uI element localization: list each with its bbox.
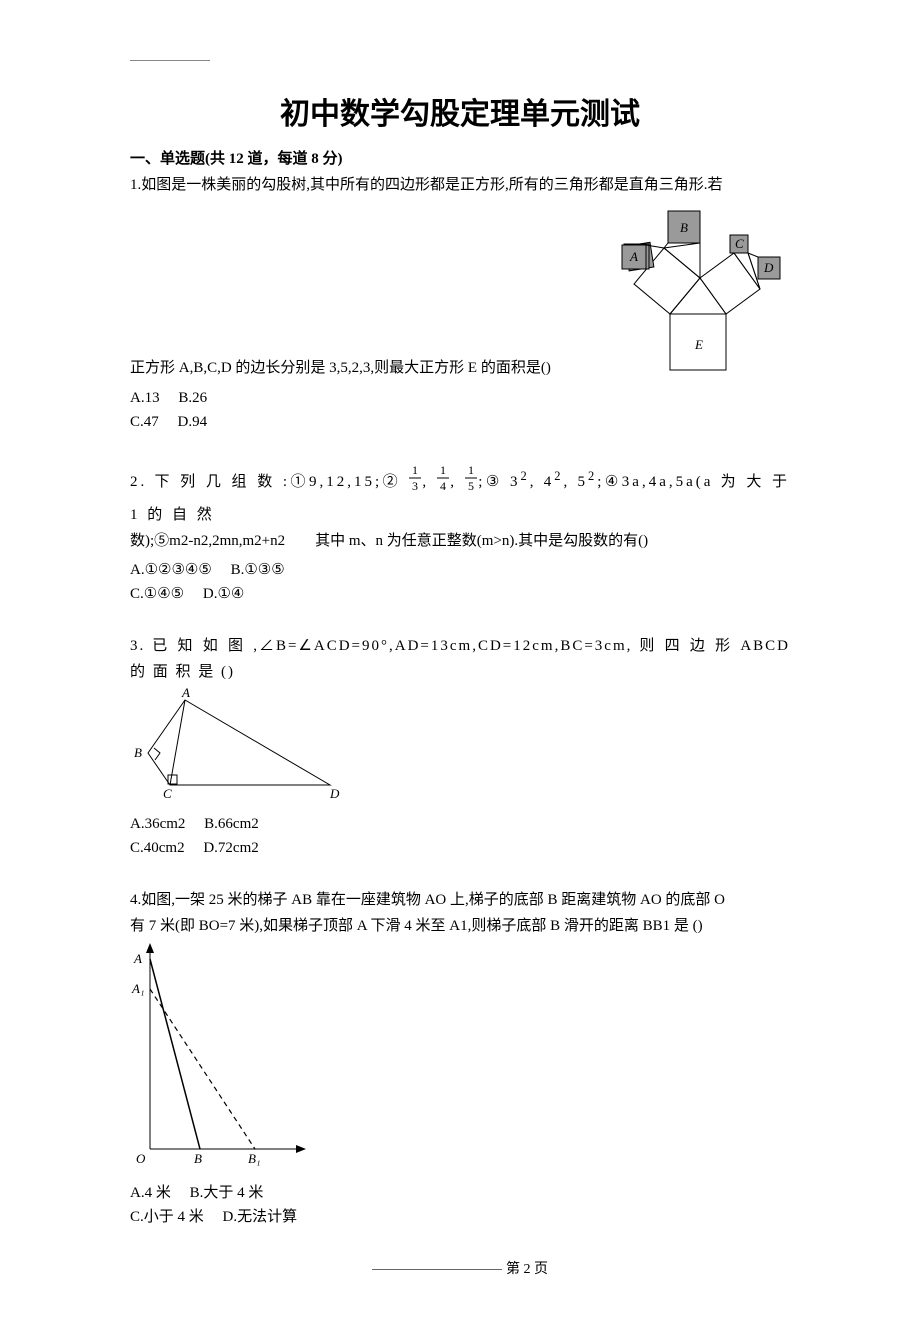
svg-text:1: 1 xyxy=(412,463,421,477)
q1-label-A: A xyxy=(629,249,638,264)
q2-mid-a: ;③ xyxy=(478,474,503,490)
q2-options: A.①②③④⑤ B.①③⑤ C.①④⑤ D.①④ xyxy=(130,558,790,606)
q3-label-A: A xyxy=(181,685,190,700)
q3-label-C: C xyxy=(163,786,172,800)
q4-label-B1: B₁ xyxy=(248,1151,260,1166)
q4-diagram: A A₁ O B B₁ xyxy=(130,939,790,1177)
q4-optD: D.无法计算 xyxy=(223,1209,298,1225)
q4-text-b: 有 7 米(即 BO=7 米),如果梯子顶部 A 下滑 4 米至 A1,则梯子底… xyxy=(130,914,790,940)
q4-optA: A.4 米 xyxy=(130,1185,171,1201)
q3-label-B: B xyxy=(134,745,142,760)
q4-label-A: A xyxy=(133,951,142,966)
q1-label-C: C xyxy=(735,236,744,251)
svg-text:1: 1 xyxy=(440,463,449,477)
svg-text:4: 4 xyxy=(440,479,449,493)
q1-optB: B.26 xyxy=(178,390,207,406)
q1-options: A.13 B.26 C.47 D.94 xyxy=(130,386,790,434)
q3-label-D: D xyxy=(329,786,340,800)
q1-label-D: D xyxy=(763,260,774,275)
svg-text:1: 1 xyxy=(468,463,477,477)
q3-optC: C.40cm2 xyxy=(130,840,185,856)
top-rule xyxy=(130,60,210,61)
q2-pow3: 52 xyxy=(577,474,597,490)
q1-diagram: E A B xyxy=(610,199,790,382)
q3-optB: B.66cm2 xyxy=(204,816,259,832)
q2-line2: 数);⑤m2-n2,2mn,m2+n2 其中 m、n 为任意正整数(m>n).其… xyxy=(130,529,790,555)
q4-optB: B.大于 4 米 xyxy=(190,1185,264,1201)
page-title: 初中数学勾股定理单元测试 xyxy=(130,91,790,139)
q1-label-B: B xyxy=(680,220,688,235)
section-header: 一、单选题(共 12 道，每道 8 分) xyxy=(130,147,790,171)
q1-text-a: 1.如图是一株美丽的勾股树,其中所有的四边形都是正方形,所有的三角形都是直角三角… xyxy=(130,173,790,199)
question-3: 3. 已 知 如 图 ,∠B=∠ACD=90°,AD=13cm,CD=12cm,… xyxy=(130,634,790,860)
q2-pow2: 42 xyxy=(544,474,564,490)
q3-text: 3. 已 知 如 图 ,∠B=∠ACD=90°,AD=13cm,CD=12cm,… xyxy=(130,634,790,685)
q1-optD: D.94 xyxy=(178,414,208,430)
question-4: 4.如图,一架 25 米的梯子 AB 靠在一座建筑物 AO 上,梯子的底部 B … xyxy=(130,888,790,1229)
footer-rule xyxy=(372,1269,502,1270)
q2-prefix: 2. 下 列 几 组 数 :①9,12,15;② xyxy=(130,474,401,490)
q2-line1: 2. 下 列 几 组 数 :①9,12,15;② 13 , 14 , 15 ;③… xyxy=(130,462,790,529)
q2-optA: A.①②③④⑤ xyxy=(130,562,212,578)
q4-optC: C.小于 4 米 xyxy=(130,1209,204,1225)
q4-label-B: B xyxy=(194,1151,202,1166)
q1-text-b: 正方形 A,B,C,D 的边长分别是 3,5,2,3,则最大正方形 E 的面积是… xyxy=(130,356,610,382)
q1-optA: A.13 xyxy=(130,390,160,406)
q1-optC: C.47 xyxy=(130,414,159,430)
q2-optC: C.①④⑤ xyxy=(130,586,184,602)
q2-frac3: 15 xyxy=(464,462,478,504)
question-1: 1.如图是一株美丽的勾股树,其中所有的四边形都是正方形,所有的三角形都是直角三角… xyxy=(130,173,790,434)
q4-label-O: O xyxy=(136,1151,146,1166)
svg-text:5: 5 xyxy=(468,479,477,493)
q4-options: A.4 米 B.大于 4 米 C.小于 4 米 D.无法计算 xyxy=(130,1181,790,1229)
footer: 第 2 页 xyxy=(130,1259,790,1281)
q1-label-E: E xyxy=(694,337,703,352)
q2-pow1: 32 xyxy=(510,474,530,490)
q3-optD: D.72cm2 xyxy=(203,840,258,856)
q4-label-A1: A₁ xyxy=(131,981,144,996)
q3-optA: A.36cm2 xyxy=(130,816,185,832)
q2-frac1: 13 xyxy=(408,462,422,504)
q4-text-a: 4.如图,一架 25 米的梯子 AB 靠在一座建筑物 AO 上,梯子的底部 B … xyxy=(130,888,790,914)
q2-optD: D.①④ xyxy=(203,586,244,602)
svg-text:3: 3 xyxy=(412,479,421,493)
question-2: 2. 下 列 几 组 数 :①9,12,15;② 13 , 14 , 15 ;③… xyxy=(130,462,790,607)
q3-options: A.36cm2 B.66cm2 C.40cm2 D.72cm2 xyxy=(130,812,790,860)
page: 初中数学勾股定理单元测试 一、单选题(共 12 道，每道 8 分) 1.如图是一… xyxy=(0,0,920,1321)
footer-page: 第 2 页 xyxy=(506,1262,548,1277)
q2-optB: B.①③⑤ xyxy=(231,562,285,578)
q3-diagram: A B C D xyxy=(130,685,790,808)
q2-frac2: 14 xyxy=(436,462,450,504)
